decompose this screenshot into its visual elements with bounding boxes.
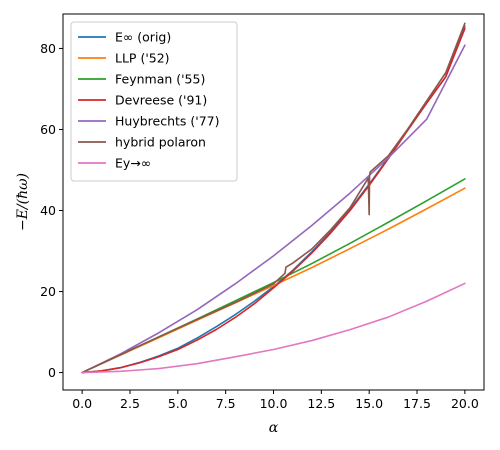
x-tick-label: 5.0 bbox=[168, 396, 188, 411]
legend-label-6: Ey→∞ bbox=[115, 156, 151, 171]
legend-box bbox=[70, 21, 238, 182]
legend-label-4: Huybrechts ('77) bbox=[115, 114, 220, 129]
legend: E∞ (orig) LLP ('52) Feynman ('55) Devreese … bbox=[70, 21, 238, 182]
legend-label-2: Feynman ('55) bbox=[115, 72, 205, 87]
x-axis-ticks: 0.0 2.5 5.0 7.5 10.0 12.5 15.0 17.5 20.0 bbox=[72, 390, 479, 411]
y-tick-label: 80 bbox=[40, 41, 56, 56]
series-layer bbox=[81, 22, 466, 374]
legend-label-5: hybrid polaron bbox=[115, 135, 206, 150]
x-tick-label: 0.0 bbox=[72, 396, 92, 411]
y-tick-label: 60 bbox=[40, 122, 56, 137]
x-tick-label: 12.5 bbox=[307, 396, 335, 411]
x-tick-label: 2.5 bbox=[120, 396, 140, 411]
x-tick-label: 10.0 bbox=[260, 396, 288, 411]
y-tick-label: 40 bbox=[40, 203, 56, 218]
legend-label-3: Devreese ('91) bbox=[115, 93, 207, 108]
x-tick-label: 7.5 bbox=[216, 396, 236, 411]
y-axis-title: −E/(ħω) bbox=[15, 173, 31, 231]
legend-label-1: LLP ('52) bbox=[115, 51, 170, 66]
x-tick-label: 15.0 bbox=[355, 396, 383, 411]
series-line-5 bbox=[81, 22, 466, 374]
x-tick-label: 17.5 bbox=[403, 396, 431, 411]
series-line-4 bbox=[81, 44, 466, 374]
series-line-6 bbox=[81, 282, 466, 374]
series-line-3 bbox=[81, 27, 466, 374]
y-axis-ticks: 0 20 40 60 80 bbox=[40, 41, 63, 380]
x-tick-label: 20.0 bbox=[451, 396, 479, 411]
y-tick-label: 0 bbox=[48, 365, 56, 380]
x-axis-title: α bbox=[269, 420, 279, 436]
y-tick-label: 20 bbox=[40, 284, 56, 299]
legend-label-0: E∞ (orig) bbox=[115, 30, 171, 45]
